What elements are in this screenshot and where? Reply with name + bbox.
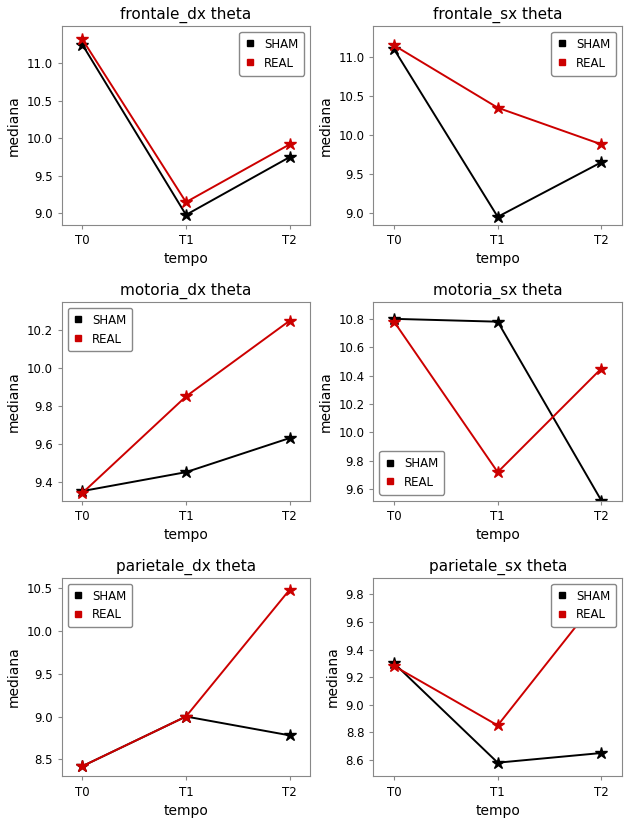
Title: motoria_sx theta: motoria_sx theta	[433, 283, 562, 299]
Legend: SHAM, REAL: SHAM, REAL	[551, 583, 616, 627]
Title: parietale_dx theta: parietale_dx theta	[116, 559, 256, 575]
X-axis label: tempo: tempo	[164, 528, 208, 542]
Title: parietale_sx theta: parietale_sx theta	[428, 559, 567, 575]
X-axis label: tempo: tempo	[164, 252, 208, 266]
X-axis label: tempo: tempo	[476, 528, 520, 542]
X-axis label: tempo: tempo	[164, 804, 208, 818]
Legend: SHAM, REAL: SHAM, REAL	[551, 32, 616, 76]
Y-axis label: mediana: mediana	[326, 647, 340, 708]
Y-axis label: mediana: mediana	[7, 95, 21, 156]
Y-axis label: mediana: mediana	[7, 647, 21, 708]
Legend: SHAM, REAL: SHAM, REAL	[67, 308, 133, 351]
Title: motoria_dx theta: motoria_dx theta	[120, 283, 252, 299]
Y-axis label: mediana: mediana	[319, 95, 333, 156]
X-axis label: tempo: tempo	[476, 804, 520, 818]
Legend: SHAM, REAL: SHAM, REAL	[379, 451, 444, 495]
Title: frontale_sx theta: frontale_sx theta	[433, 7, 562, 23]
X-axis label: tempo: tempo	[476, 252, 520, 266]
Title: frontale_dx theta: frontale_dx theta	[120, 7, 252, 23]
Legend: SHAM, REAL: SHAM, REAL	[67, 583, 133, 627]
Legend: SHAM, REAL: SHAM, REAL	[240, 32, 304, 76]
Y-axis label: mediana: mediana	[319, 370, 333, 431]
Y-axis label: mediana: mediana	[7, 370, 21, 431]
